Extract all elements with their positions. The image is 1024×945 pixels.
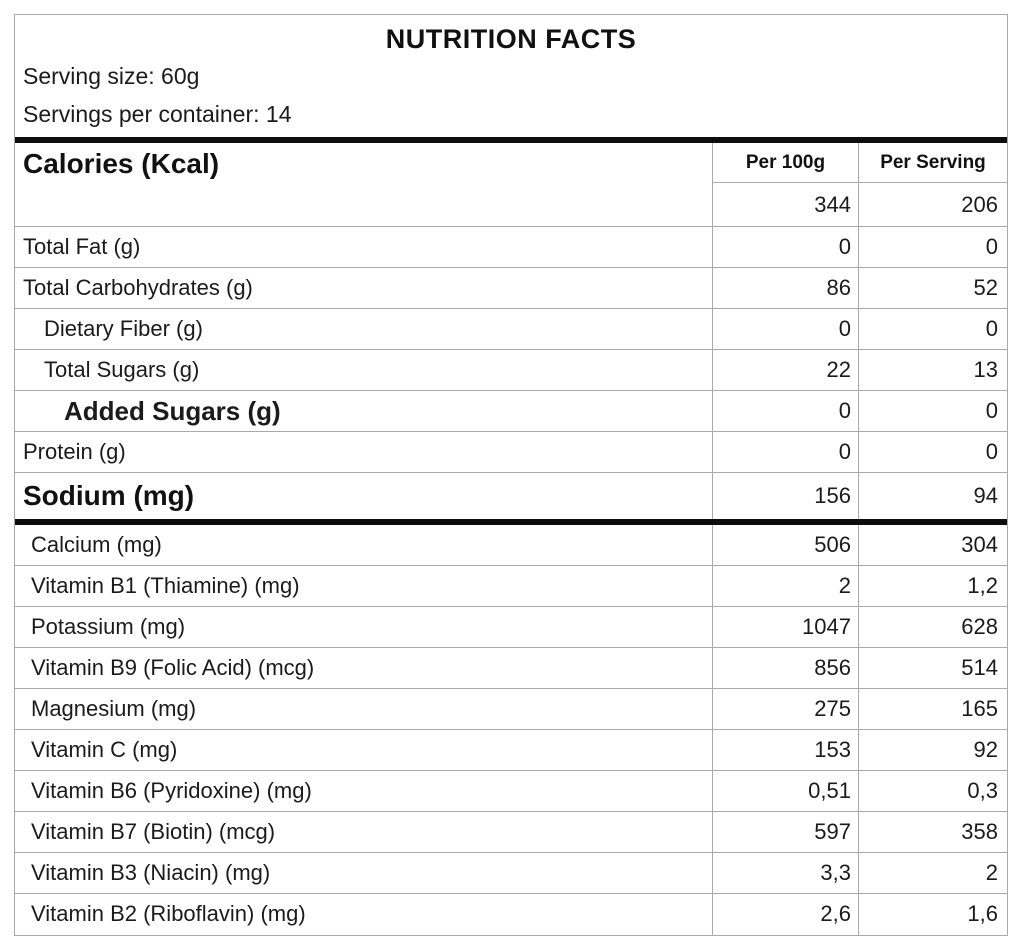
value-per-100g: 22 — [712, 350, 858, 390]
page-title: NUTRITION FACTS — [385, 24, 637, 54]
value-per-serving: 1,6 — [858, 894, 1007, 935]
row-label: Magnesium (mg) — [31, 696, 197, 721]
value-per-serving: 0 — [858, 391, 1007, 431]
value-per-100g: 2,6 — [712, 894, 858, 935]
value-per-100g: 0 — [712, 227, 858, 267]
row-label: Vitamin C (mg) — [31, 737, 178, 762]
value-per-serving: 1,2 — [858, 566, 1007, 606]
table-row-vitamin-b2: Vitamin B2 (Riboflavin) (mg) 2,6 1,6 — [15, 894, 1007, 935]
row-label: Vitamin B7 (Biotin) (mcg) — [31, 819, 276, 844]
serving-size-text: Serving size: 60g — [23, 63, 200, 89]
table-row-protein: Protein (g) 0 0 — [15, 432, 1007, 473]
row-label: Potassium (mg) — [31, 614, 186, 639]
row-label: Vitamin B3 (Niacin) (mg) — [31, 860, 271, 885]
value-per-serving: 94 — [858, 473, 1007, 519]
value-per-serving: 165 — [858, 689, 1007, 729]
label-header: NUTRITION FACTS Serving size: 60g Servin… — [15, 15, 1007, 137]
table-row-vitamin-c: Vitamin C (mg) 153 92 — [15, 730, 1007, 771]
row-label: Total Fat (g) — [23, 234, 141, 259]
column-header-per-serving: Per Serving — [858, 143, 1007, 183]
table-row-vitamin-b9: Vitamin B9 (Folic Acid) (mcg) 856 514 — [15, 648, 1007, 689]
value-per-serving: 0,3 — [858, 771, 1007, 811]
value-per-100g: 0 — [712, 309, 858, 349]
row-label: Dietary Fiber (g) — [44, 316, 203, 341]
table-row-potassium: Potassium (mg) 1047 628 — [15, 607, 1007, 648]
value-per-serving: 52 — [858, 268, 1007, 308]
table-row-vitamin-b6: Vitamin B6 (Pyridoxine) (mg) 0,51 0,3 — [15, 771, 1007, 812]
value-per-100g: 0 — [712, 432, 858, 472]
table-row-vitamin-b7: Vitamin B7 (Biotin) (mcg) 597 358 — [15, 812, 1007, 853]
table-row-sodium: Sodium (mg) 156 94 — [15, 473, 1007, 519]
calories-label: Calories (Kcal) — [23, 148, 220, 179]
row-label: Protein (g) — [23, 439, 126, 464]
value-per-serving: 0 — [858, 432, 1007, 472]
thick-divider-middle — [15, 519, 1007, 525]
column-header-per-100g: Per 100g — [712, 143, 858, 183]
row-label: Vitamin B9 (Folic Acid) (mcg) — [31, 655, 315, 680]
calories-per-serving: 206 — [858, 183, 1007, 226]
value-per-100g: 153 — [712, 730, 858, 770]
row-label: Vitamin B1 (Thiamine) (mg) — [31, 573, 300, 598]
value-per-serving: 2 — [858, 853, 1007, 893]
value-per-serving: 0 — [858, 309, 1007, 349]
table-row-total-carbohydrates: Total Carbohydrates (g) 86 52 — [15, 268, 1007, 309]
table-row-total-fat: Total Fat (g) 0 0 — [15, 227, 1007, 268]
table-row-added-sugars: Added Sugars (g) 0 0 — [15, 391, 1007, 432]
table-row-vitamin-b1: Vitamin B1 (Thiamine) (mg) 2 1,2 — [15, 566, 1007, 607]
row-label: Total Carbohydrates (g) — [23, 275, 253, 300]
value-per-serving: 358 — [858, 812, 1007, 852]
value-per-100g: 3,3 — [712, 853, 858, 893]
table-row-calcium: Calcium (mg) 506 304 — [15, 525, 1007, 566]
value-per-serving: 628 — [858, 607, 1007, 647]
micro-rows: Calcium (mg) 506 304 Vitamin B1 (Thiamin… — [15, 525, 1007, 935]
thick-divider-top — [15, 137, 1007, 143]
calories-block: Calories (Kcal) Per 100g Per Serving 344… — [15, 143, 1007, 227]
row-label: Sodium (mg) — [23, 480, 195, 511]
row-label: Added Sugars (g) — [64, 396, 281, 426]
table-row-dietary-fiber: Dietary Fiber (g) 0 0 — [15, 309, 1007, 350]
value-per-100g: 86 — [712, 268, 858, 308]
row-label: Vitamin B6 (Pyridoxine) (mg) — [31, 778, 312, 803]
value-per-100g: 856 — [712, 648, 858, 688]
value-per-100g: 2 — [712, 566, 858, 606]
value-per-serving: 0 — [858, 227, 1007, 267]
value-per-100g: 156 — [712, 473, 858, 519]
table-row-total-sugars: Total Sugars (g) 22 13 — [15, 350, 1007, 391]
nutrition-facts-panel: NUTRITION FACTS Serving size: 60g Servin… — [14, 14, 1008, 936]
value-per-serving: 514 — [858, 648, 1007, 688]
value-per-serving: 304 — [858, 525, 1007, 565]
row-label: Total Sugars (g) — [44, 357, 200, 382]
table-row-vitamin-b3: Vitamin B3 (Niacin) (mg) 3,3 2 — [15, 853, 1007, 894]
value-per-serving: 13 — [858, 350, 1007, 390]
row-label: Calcium (mg) — [31, 532, 162, 557]
value-per-100g: 0,51 — [712, 771, 858, 811]
value-per-100g: 506 — [712, 525, 858, 565]
value-per-100g: 1047 — [712, 607, 858, 647]
value-per-serving: 92 — [858, 730, 1007, 770]
value-per-100g: 275 — [712, 689, 858, 729]
value-per-100g: 597 — [712, 812, 858, 852]
servings-per-container-text: Servings per container: 14 — [23, 101, 292, 127]
table-row-magnesium: Magnesium (mg) 275 165 — [15, 689, 1007, 730]
row-label: Vitamin B2 (Riboflavin) (mg) — [31, 901, 306, 926]
calories-per-100g: 344 — [712, 183, 858, 226]
value-per-100g: 0 — [712, 391, 858, 431]
macro-rows: Total Fat (g) 0 0 Total Carbohydrates (g… — [15, 227, 1007, 519]
